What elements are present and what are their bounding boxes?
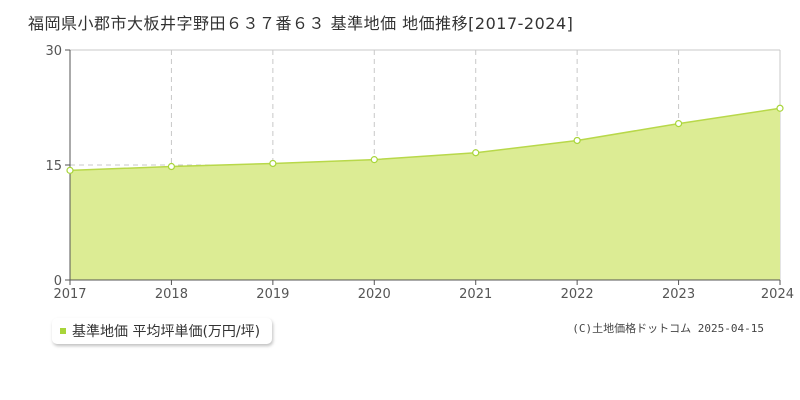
y-tick-label: 30: [45, 44, 62, 59]
legend: 基準地価 平均坪単価(万円/坪): [52, 318, 273, 344]
points-layer: [66, 104, 784, 174]
labels-layer: 0 15 30 2017 2018 2019 2020 2021 2022 2023 2024: [45, 44, 794, 302]
axes-layer: [65, 49, 781, 285]
y-tick-label: 0: [54, 274, 62, 289]
y-tick-label: 15: [45, 159, 62, 174]
x-tick-label: 2024: [761, 287, 794, 302]
series-line: [69, 107, 781, 172]
x-tick-label: 2017: [53, 287, 86, 302]
x-tick-label: 2018: [155, 287, 188, 302]
x-tick-label: 2023: [662, 287, 695, 302]
legend-marker: [60, 328, 66, 334]
area-fill: [70, 108, 780, 281]
data-point: [776, 104, 784, 112]
data-point: [167, 162, 176, 171]
x-tick-label: 2021: [459, 287, 492, 302]
legend-label: 基準地価 平均坪単価(万円/坪): [72, 324, 261, 340]
data-point: [472, 149, 480, 157]
data-point: [674, 119, 683, 128]
x-tick-label: 2022: [561, 287, 594, 302]
data-point: [370, 156, 378, 164]
x-tick-label: 2020: [358, 287, 391, 302]
data-point: [269, 159, 277, 168]
data-point: [66, 166, 74, 174]
chart-title: 福岡県小郡市大板井字野田６３７番６３ 基準地価 地価推移[2017-2024]: [28, 14, 574, 33]
x-tick-label: 2019: [256, 287, 289, 302]
copyright-text: (C)土地価格ドットコム 2025-04-15: [572, 322, 764, 335]
data-point: [573, 136, 581, 145]
